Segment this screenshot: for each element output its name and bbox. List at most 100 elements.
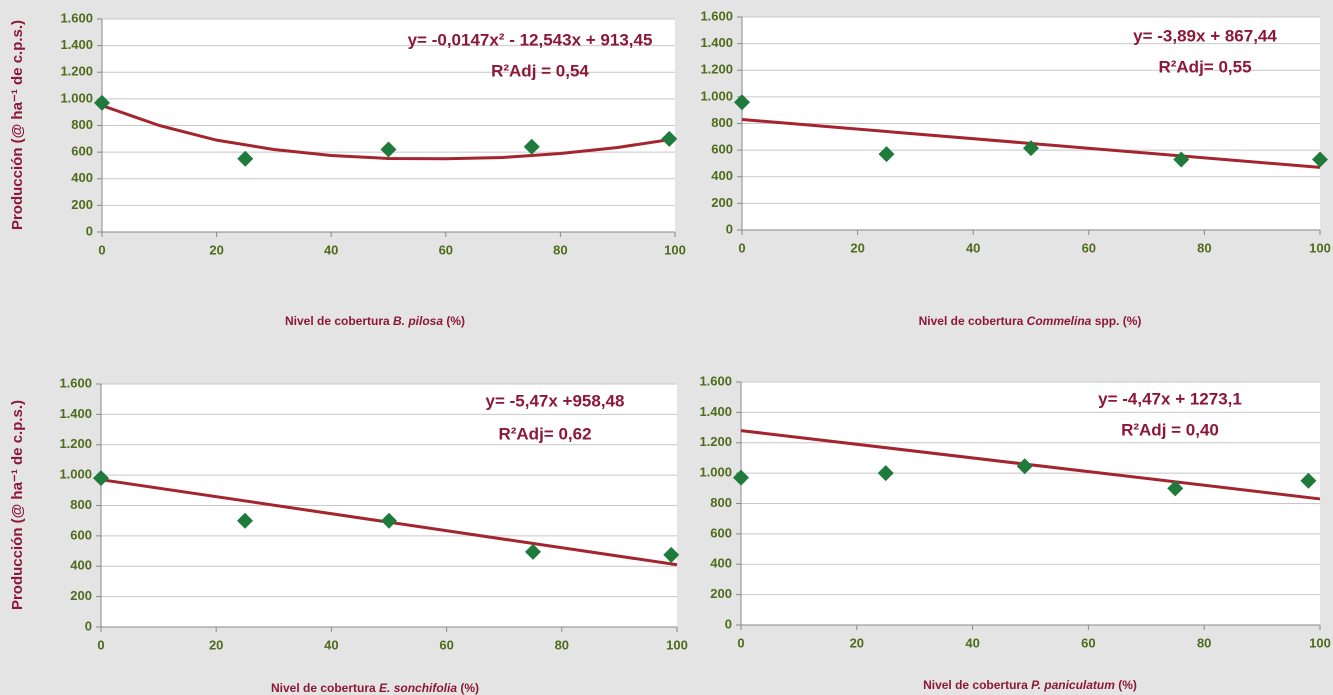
y-tick-label: 1.600 <box>59 375 92 390</box>
y-tick-label: 1.000 <box>59 467 92 482</box>
y-tick-label: 400 <box>70 558 92 573</box>
y-tick-label: 600 <box>710 525 732 540</box>
equation-annotation: y= -4,47x + 1273,1 <box>1098 389 1242 408</box>
x-tick-label: 80 <box>1197 635 1211 650</box>
data-point <box>381 512 397 529</box>
x-tick-label: 40 <box>324 637 338 652</box>
y-tick-label: 600 <box>711 142 733 157</box>
y-tick-label: 800 <box>710 495 732 510</box>
x-tick-label: 20 <box>850 635 864 650</box>
x-tick-label: 100 <box>1309 240 1331 255</box>
data-point <box>878 146 895 163</box>
x-axis-label-part: Nivel de cobertura <box>285 314 393 328</box>
data-point <box>734 94 750 111</box>
data-point <box>1300 472 1317 489</box>
y-tick-label: 1.400 <box>699 404 732 419</box>
data-point <box>94 94 110 111</box>
equation-annotation: y= -0,0147x² - 12,543x + 913,45 <box>408 30 653 49</box>
y-tick-label: 1.200 <box>59 436 92 451</box>
data-point <box>1167 480 1184 497</box>
x-tick-label: 0 <box>98 242 105 257</box>
x-tick-label: 60 <box>439 242 453 257</box>
y-tick-label: 400 <box>710 556 732 571</box>
x-tick-label: 60 <box>439 637 453 652</box>
y-tick-label: 0 <box>86 223 93 238</box>
x-tick-label: 80 <box>1197 240 1211 255</box>
data-point <box>525 543 541 560</box>
x-tick-label: 80 <box>555 637 569 652</box>
y-axis-label: Producción (@ ha⁻¹ de c.p.s.) <box>9 400 26 610</box>
data-point <box>1023 140 1039 157</box>
data-point <box>661 130 678 147</box>
x-axis-label: Nivel de cobertura P. paniculatum (%) <box>923 678 1137 692</box>
x-axis-label-part: (%) <box>457 681 479 695</box>
y-tick-label: 800 <box>71 117 93 132</box>
y-tick-label: 1.600 <box>60 10 93 25</box>
y-tick-label: 400 <box>71 170 93 185</box>
x-tick-label: 20 <box>209 242 223 257</box>
x-tick-label: 100 <box>664 242 686 257</box>
y-tick-label: 1.400 <box>60 37 93 52</box>
y-tick-label: 400 <box>711 168 733 183</box>
data-point <box>93 470 109 487</box>
x-tick-label: 20 <box>850 240 864 255</box>
y-tick-label: 1.400 <box>700 35 733 50</box>
x-axis-label-part: Commelina <box>1027 314 1092 328</box>
x-tick-label: 100 <box>666 637 688 652</box>
x-tick-label: 60 <box>1081 635 1095 650</box>
x-tick-label: 0 <box>738 240 745 255</box>
data-point <box>877 465 894 482</box>
y-tick-label: 1.600 <box>700 8 733 23</box>
y-tick-label: 600 <box>71 144 93 159</box>
equation-annotation: R²Adj= 0,62 <box>498 424 591 443</box>
x-tick-label: 100 <box>1309 635 1331 650</box>
data-point <box>237 512 253 529</box>
data-point <box>1312 151 1328 168</box>
data-point <box>1016 458 1033 475</box>
x-axis-label-part: (%) <box>1115 678 1137 692</box>
y-tick-label: 600 <box>70 527 92 542</box>
equation-annotation: R²Adj = 0,54 <box>491 61 589 80</box>
x-tick-label: 40 <box>965 635 979 650</box>
x-axis-label-part: spp. (%) <box>1091 314 1141 328</box>
y-tick-label: 200 <box>711 195 733 210</box>
x-tick-label: 20 <box>209 637 223 652</box>
data-point <box>380 141 397 158</box>
y-tick-label: 1.400 <box>59 406 92 421</box>
y-tick-label: 200 <box>71 197 93 212</box>
x-tick-label: 60 <box>1082 240 1096 255</box>
y-tick-label: 1.000 <box>700 88 733 103</box>
x-axis-label-part: B. pilosa <box>393 314 443 328</box>
trend-line <box>101 104 676 161</box>
y-tick-label: 0 <box>725 616 732 631</box>
y-tick-label: 1.600 <box>699 373 732 388</box>
y-tick-label: 200 <box>70 588 92 603</box>
x-axis-label-part: E. sonchifolia <box>379 681 457 695</box>
x-axis-label-part: (%) <box>443 314 465 328</box>
x-axis-label-part: P. paniculatum <box>1031 678 1115 692</box>
x-axis-label: Nivel de cobertura Commelina spp. (%) <box>919 314 1142 328</box>
data-point <box>733 469 749 486</box>
x-tick-label: 40 <box>966 240 980 255</box>
y-tick-label: 0 <box>726 221 733 236</box>
y-tick-label: 1.200 <box>60 64 93 79</box>
equation-annotation: R²Adj= 0,55 <box>1158 57 1251 76</box>
y-axis-label: Producción (@ ha⁻¹ de c.p.s.) <box>9 20 26 230</box>
x-tick-label: 40 <box>324 242 338 257</box>
y-tick-label: 1.000 <box>60 90 93 105</box>
equation-annotation: R²Adj = 0,40 <box>1121 420 1219 439</box>
x-axis-label-part: Nivel de cobertura <box>919 314 1027 328</box>
x-axis-label: Nivel de cobertura B. pilosa (%) <box>285 314 465 328</box>
data-point <box>237 150 254 167</box>
x-tick-label: 0 <box>97 637 104 652</box>
y-tick-label: 1.200 <box>700 62 733 77</box>
x-axis-label-part: Nivel de cobertura <box>271 681 379 695</box>
y-tick-label: 200 <box>710 586 732 601</box>
y-tick-label: 0 <box>85 618 92 633</box>
y-tick-label: 1.000 <box>699 465 732 480</box>
x-axis-label-part: Nivel de cobertura <box>923 678 1031 692</box>
y-tick-label: 800 <box>70 497 92 512</box>
x-tick-label: 80 <box>553 242 567 257</box>
data-point <box>1173 151 1190 168</box>
